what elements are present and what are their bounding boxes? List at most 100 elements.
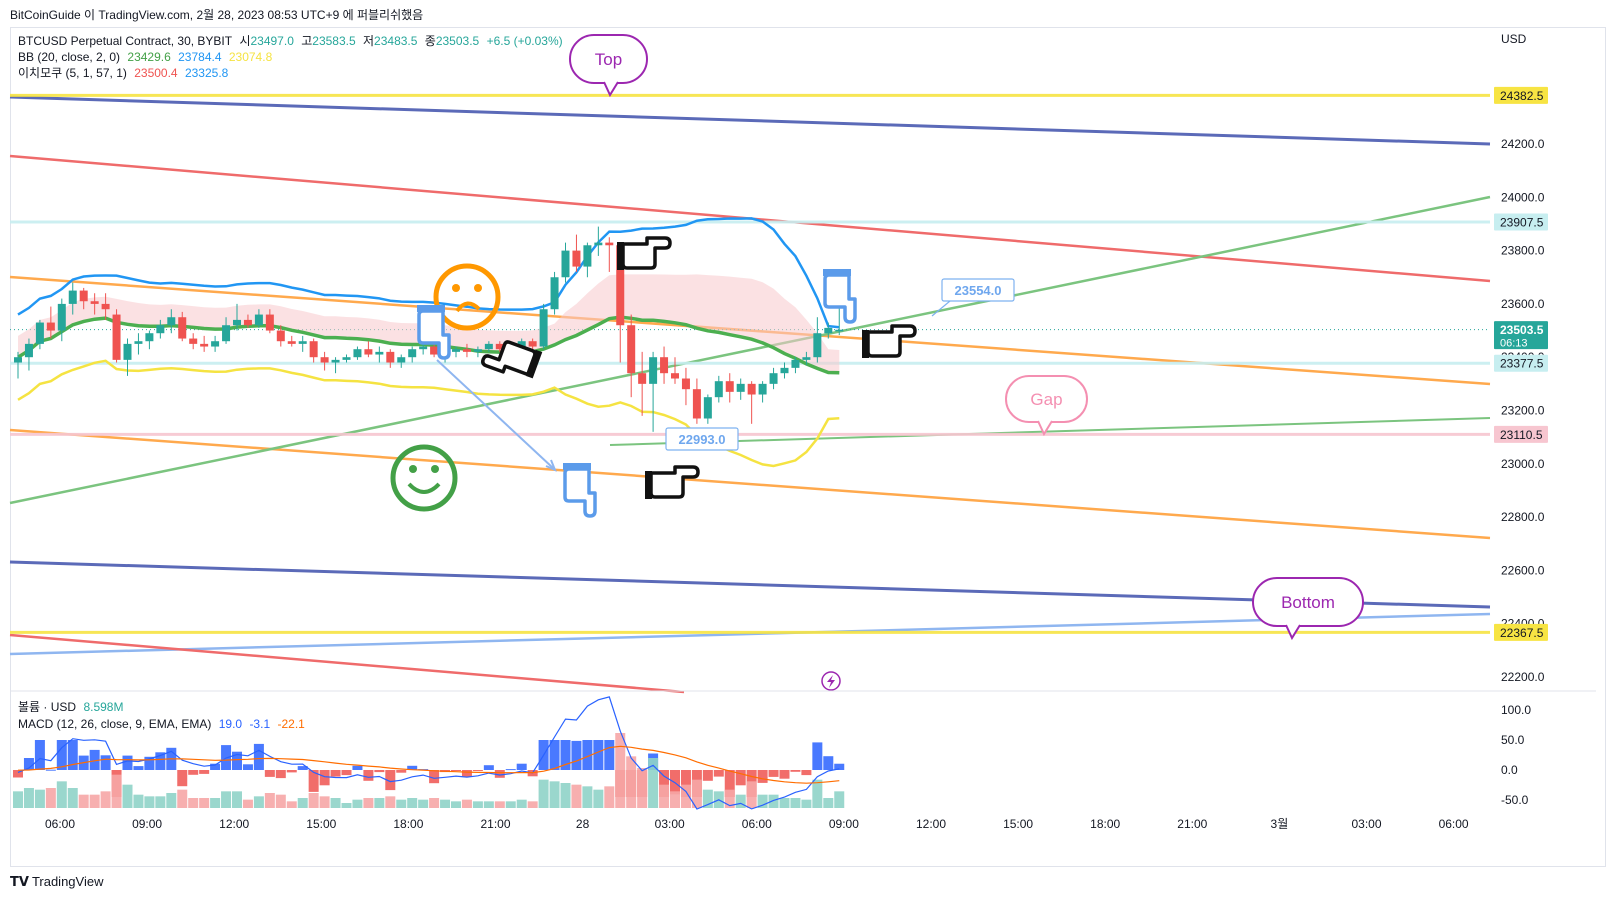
hand-cuff xyxy=(862,330,869,358)
legend-macd: MACD (12, 26, close, 9, EMA, EMA) 19.0 -… xyxy=(18,716,309,732)
time-tick-label: 06:00 xyxy=(1439,817,1469,831)
pointing-hand-icon xyxy=(563,463,597,518)
macd-tick-label: 100.0 xyxy=(1501,703,1531,717)
price-tick-label: 23000.0 xyxy=(1501,457,1545,471)
candle-body xyxy=(758,383,767,395)
macd-hist-bar xyxy=(724,770,735,797)
macd-hist-bar xyxy=(363,770,374,781)
smiley-face-icon xyxy=(390,444,458,512)
callout-label: Top xyxy=(595,50,622,69)
candle-body xyxy=(484,343,493,350)
legend-bb-upper: 23784.4 xyxy=(178,50,222,64)
volume-bar xyxy=(724,789,735,808)
macd-hist-bar xyxy=(396,770,407,773)
macd-hist-bar xyxy=(188,770,199,775)
volume-bar xyxy=(461,799,472,808)
candle-body xyxy=(287,341,296,344)
volume-bar xyxy=(801,799,812,808)
candle-body xyxy=(134,341,143,344)
volume-bar xyxy=(648,758,659,808)
candle-body xyxy=(714,381,723,398)
macd-hist-bar xyxy=(100,755,111,770)
candle-body xyxy=(123,343,132,360)
macd-hist-bar xyxy=(407,765,418,770)
volume-bar xyxy=(188,798,199,808)
volume-bar xyxy=(407,798,418,808)
bb-upper-line xyxy=(17,217,840,329)
macd-hist-bar xyxy=(144,756,155,770)
volume-bar xyxy=(297,798,308,808)
volume-bar xyxy=(67,788,78,808)
candle-body xyxy=(791,359,800,368)
volume-bar xyxy=(429,798,440,808)
candles xyxy=(14,226,844,432)
hand-cuff xyxy=(823,269,851,276)
macd-hist-bar xyxy=(374,770,385,773)
candle-body xyxy=(320,357,329,363)
volume-bar xyxy=(527,801,538,808)
macd-hist-bar xyxy=(210,763,221,770)
macd-hist-bar xyxy=(659,770,670,797)
volume-bar xyxy=(396,799,407,808)
candle-body xyxy=(769,373,778,384)
macd-hist-bar xyxy=(341,770,352,776)
volume-bar xyxy=(242,799,253,808)
legend-volume-label: 볼륨 · USD xyxy=(18,700,77,714)
pointing-hand-icon xyxy=(645,465,700,499)
volume-bar xyxy=(680,784,691,808)
legend-ichimoku-label: 이치모쿠 (5, 1, 57, 1) xyxy=(18,66,127,80)
macd-hist-bar xyxy=(702,770,713,781)
face-eye xyxy=(409,465,417,473)
bb-basis-line xyxy=(17,315,840,375)
macd-hist-bar xyxy=(713,770,724,777)
volume-bar xyxy=(133,794,144,808)
callout-tail xyxy=(603,81,619,98)
price-badge xyxy=(1494,623,1548,641)
pointing-hand-icon xyxy=(823,269,857,324)
time-tick-label: 06:00 xyxy=(45,817,75,831)
volume-bar xyxy=(363,798,374,808)
time-tick-label: 3월 xyxy=(1271,817,1289,831)
candle-body xyxy=(353,349,362,358)
macd-hist-bar xyxy=(560,740,571,770)
pointing-hand-icon xyxy=(617,236,672,270)
candle-body xyxy=(189,338,198,344)
macd-hist-bar xyxy=(472,770,483,771)
macd-hist-bar xyxy=(516,763,527,770)
volume-bar xyxy=(308,793,319,808)
time-tick-label: 12:00 xyxy=(916,817,946,831)
projection-arrowhead xyxy=(545,459,557,472)
volume-bar xyxy=(823,798,834,808)
legend-macd-hist: 19.0 xyxy=(218,717,243,731)
candle-body xyxy=(649,357,658,384)
volume-bar xyxy=(341,803,352,808)
candle-body xyxy=(178,317,187,339)
lightning-glyph xyxy=(827,675,835,688)
candle-body xyxy=(24,343,33,358)
macd-hist-bar xyxy=(232,751,242,770)
time-tick-label: 09:00 xyxy=(829,817,859,831)
countdown-label: 06:13 xyxy=(1500,338,1528,350)
volume-bar xyxy=(89,794,100,808)
price-badge-label: 22367.5 xyxy=(1500,626,1544,640)
time-tick-label: 15:00 xyxy=(306,817,336,831)
time-tick-label: 18:00 xyxy=(393,817,423,831)
candle-body xyxy=(408,349,417,358)
tradingview-logo[interactable]: TV TradingView xyxy=(10,874,104,890)
price-tick-label: 22200.0 xyxy=(1501,670,1545,684)
candle-body xyxy=(835,329,844,332)
legend-volume-value: 8.598M xyxy=(83,700,124,714)
price-badge-label: 23503.5 xyxy=(1500,323,1544,337)
face-eye xyxy=(431,465,439,473)
trendline xyxy=(609,417,1491,446)
candle-body xyxy=(462,349,471,352)
trendline xyxy=(9,195,1491,505)
volume-bar xyxy=(472,801,483,808)
volume-bar xyxy=(451,801,461,808)
price-callout-label: 22993.0 xyxy=(679,432,726,447)
time-tick-label: 06:00 xyxy=(742,817,772,831)
signal-line xyxy=(17,745,840,784)
macd-hist-bar xyxy=(571,740,582,770)
volume-bar xyxy=(582,786,593,808)
